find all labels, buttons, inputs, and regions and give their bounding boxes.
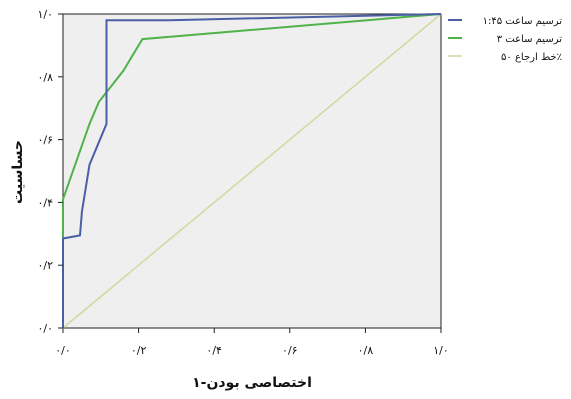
- y-tick-label: ۰/۰: [37, 322, 53, 335]
- x-tick-label: ۱/۰: [433, 344, 449, 357]
- x-axis-title: اختصاصی بودن-۱: [192, 375, 312, 391]
- y-axis-ticks: ۰/۰ ۰/۲ ۰/۴ ۰/۶ ۰/۸ ۱/۰: [37, 8, 63, 335]
- series-line-1: [62, 13, 442, 328]
- series-layer: [62, 13, 442, 329]
- y-tick-label: ۰/۶: [37, 134, 53, 147]
- series-line-3: [62, 13, 442, 329]
- legend-label-series-3: خط ارجاع ۵۰٪: [501, 52, 562, 63]
- x-tick-label: ۰/۶: [282, 344, 298, 357]
- y-tick-label: ۰/۸: [37, 71, 53, 84]
- x-axis-ticks: ۰/۰ ۰/۲ ۰/۴ ۰/۶ ۰/۸ ۱/۰: [55, 328, 449, 357]
- y-tick-label: ۱/۰: [37, 8, 53, 21]
- y-axis-title: حساسیت: [10, 140, 26, 204]
- y-tick-label: ۰/۴: [37, 196, 53, 209]
- x-tick-label: ۰/۰: [55, 344, 71, 357]
- y-tick-label: ۰/۲: [37, 259, 53, 272]
- x-tick-label: ۰/۲: [131, 344, 147, 357]
- legend: ترسیم ساعت ۱:۴۵ ترسیم ساعت ۳ خط ارجاع ۵۰…: [448, 16, 562, 63]
- series-line-2: [62, 13, 442, 328]
- legend-label-series-2: ترسیم ساعت ۳: [497, 34, 563, 45]
- x-tick-label: ۰/۴: [206, 344, 222, 357]
- legend-label-series-1: ترسیم ساعت ۱:۴۵: [483, 16, 563, 27]
- x-tick-label: ۰/۸: [358, 344, 374, 357]
